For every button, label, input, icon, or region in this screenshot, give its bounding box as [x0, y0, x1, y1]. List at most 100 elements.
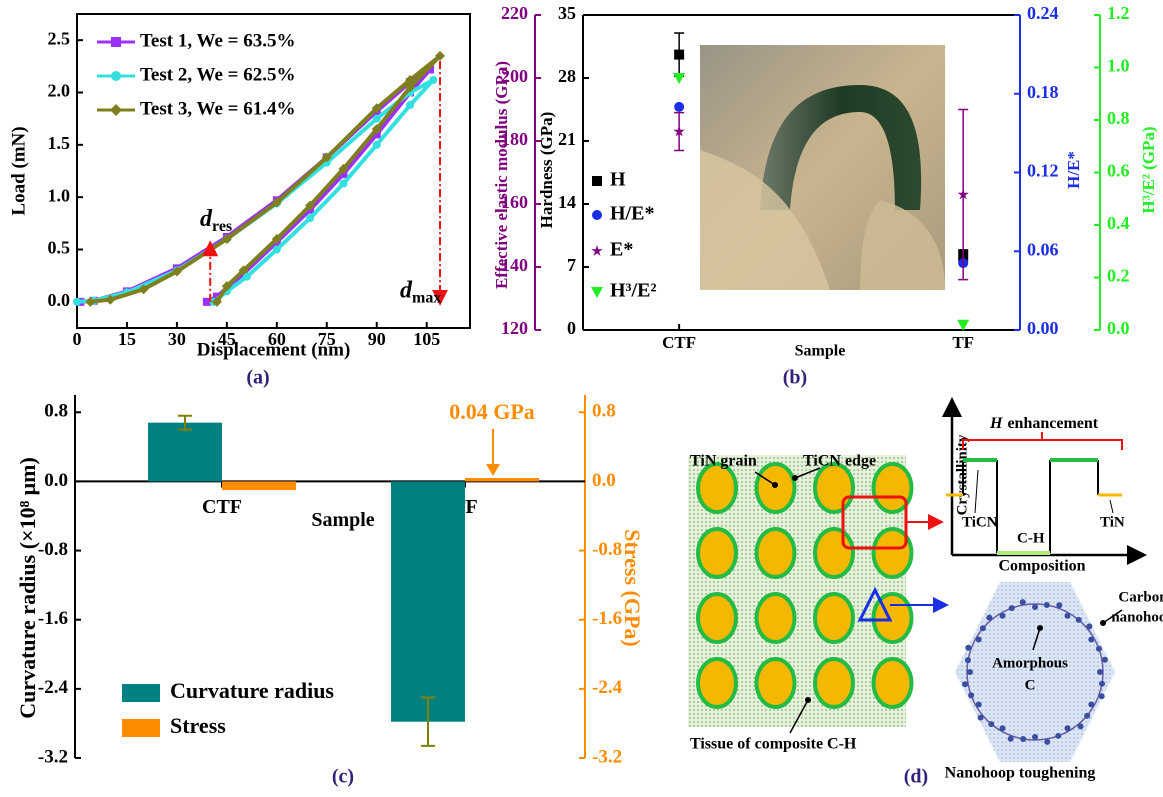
legend-label: Curvature radius: [170, 678, 334, 703]
label: C: [1025, 677, 1036, 693]
marker: [73, 298, 81, 306]
tick-label: -2.4: [592, 677, 623, 698]
axis-title: H³/E² (GPa): [1139, 126, 1158, 213]
label: Carbon: [1118, 589, 1163, 605]
label: Henhancement: [989, 415, 1099, 432]
panel-label: (b): [783, 367, 807, 389]
label-part: enhancement: [1007, 415, 1098, 432]
atom: [1020, 599, 1026, 605]
value-label: 0.04 GPa: [449, 399, 535, 424]
pointer-dot: [772, 482, 778, 488]
annotation: dmax: [400, 277, 441, 306]
tick-label: -3.2: [38, 746, 68, 767]
tick-label: 1.2: [1107, 3, 1130, 23]
tick-label: 90: [368, 329, 386, 349]
grain: [815, 594, 853, 642]
tick-label: -1.6: [38, 608, 68, 629]
annotation: dres: [200, 206, 232, 235]
tick-label: 15: [118, 329, 136, 349]
legend-label: E*: [610, 239, 633, 261]
marker: [373, 141, 381, 149]
diagram: TiN grain TiCN edge Tissue of composite …: [688, 402, 1163, 788]
atom: [1097, 669, 1103, 675]
grain: [757, 464, 795, 512]
atom: [965, 657, 971, 663]
annotation-sub: res: [212, 218, 232, 235]
tick-label: -2.4: [38, 677, 69, 698]
panel-label: (d): [904, 766, 928, 788]
atom: [1099, 681, 1105, 687]
legend-label: Test 3, We = 61.4%: [140, 98, 295, 119]
atom: [1065, 613, 1071, 619]
tick-label: 0.8: [44, 401, 68, 422]
marker: [591, 245, 602, 256]
marker: [111, 37, 121, 47]
label: Amorphous: [992, 655, 1068, 671]
tick-label: 1.0: [1107, 56, 1130, 76]
tick-label: 0: [73, 329, 82, 349]
x-tick-label: CTF: [202, 496, 242, 518]
axis-title: Sample: [795, 343, 846, 360]
bar: [465, 478, 539, 481]
atom: [1032, 604, 1038, 610]
grain: [815, 659, 853, 707]
value-arrow-head: [486, 464, 500, 476]
tick-label: -1.6: [592, 608, 622, 629]
atom: [986, 615, 992, 621]
marker: [592, 210, 602, 220]
bar: [148, 423, 222, 482]
label: C-H: [1017, 530, 1045, 546]
pointer: [1110, 500, 1113, 513]
pointer-dot: [805, 697, 811, 703]
atom: [967, 669, 973, 675]
pointer: [975, 470, 978, 513]
photo-inset: [700, 45, 945, 290]
legend-swatch: [122, 684, 160, 702]
grain: [757, 659, 795, 707]
tick-label: 28: [558, 66, 576, 86]
bar: [391, 481, 465, 721]
atom: [1032, 734, 1038, 740]
grain: [698, 659, 736, 707]
axis-label: Composition: [998, 558, 1085, 575]
axis-title: Sample: [311, 509, 374, 531]
tick-label: 0: [567, 318, 576, 338]
legend-label: H/E*: [610, 203, 654, 225]
label: TiCN: [962, 514, 998, 530]
marker: [592, 176, 602, 186]
legend-label: Test 2, We = 62.5%: [140, 64, 295, 85]
tick-label: 105: [413, 329, 440, 349]
tick-label: 30: [168, 329, 186, 349]
marker: [111, 71, 121, 81]
marker: [110, 104, 122, 116]
pointer-dot: [1100, 620, 1106, 626]
tick-label: 0.0: [592, 470, 616, 491]
atom: [978, 715, 984, 721]
axis-title: Displacement (nm): [197, 339, 351, 360]
tick-label: 0.8: [592, 401, 616, 422]
marker: [306, 214, 314, 222]
marker: [406, 101, 414, 109]
panel-label: (a): [246, 367, 269, 389]
tick-label: 120: [501, 318, 528, 338]
tick-label: 0.06: [1027, 239, 1059, 259]
figure: TiN grain TiCN edge Tissue of composite …: [0, 0, 1163, 797]
atom: [1102, 657, 1108, 663]
tick-label: -0.8: [592, 539, 622, 560]
atom: [968, 692, 974, 698]
tick-label: 0.5: [48, 238, 71, 258]
bracket: [963, 432, 1122, 450]
axis-title: Effective elastic modulus (GPa): [492, 61, 511, 289]
axis-title: Hardness (GPa): [537, 112, 556, 229]
marker: [591, 287, 603, 298]
tick-label: 1.0: [48, 185, 71, 205]
marker: [339, 180, 347, 188]
atom: [976, 637, 982, 643]
tick-label: 0.4: [1107, 213, 1130, 233]
grain: [698, 529, 736, 577]
tick-label: 2.0: [48, 81, 71, 101]
tick-label: 0.6: [1107, 161, 1130, 181]
grain: [698, 594, 736, 642]
axis-title: Load (mN): [8, 126, 29, 215]
tick-label: 0.24: [1027, 3, 1059, 23]
